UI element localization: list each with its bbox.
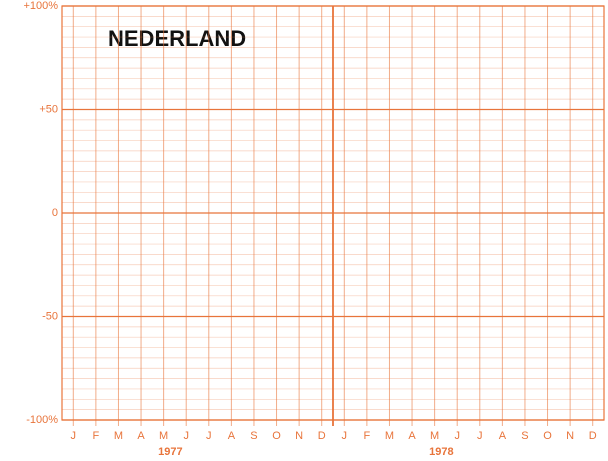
y-tick-label: -50	[42, 310, 58, 322]
x-tick-label: O	[272, 430, 281, 442]
x-tick-label: N	[295, 430, 303, 442]
x-tick-label: A	[228, 430, 236, 442]
x-tick-label: D	[589, 430, 597, 442]
x-tick-label: A	[408, 430, 416, 442]
year-label: 1977	[158, 446, 182, 458]
x-tick-label: M	[159, 430, 168, 442]
x-tick-label: J	[454, 430, 460, 442]
y-tick-label: -100%	[26, 414, 58, 426]
x-tick-label: J	[477, 430, 483, 442]
y-tick-label: 0	[52, 207, 58, 219]
x-tick-label: M	[385, 430, 394, 442]
x-tick-label: M	[114, 430, 123, 442]
x-tick-label: O	[543, 430, 552, 442]
x-tick-label: M	[430, 430, 439, 442]
year-label: 1978	[429, 446, 453, 458]
chart-title: NEDERLAND	[108, 26, 246, 51]
x-tick-label: F	[364, 430, 371, 442]
x-tick-label: S	[521, 430, 528, 442]
x-tick-label: F	[93, 430, 100, 442]
x-tick-label: D	[318, 430, 326, 442]
x-tick-label: S	[250, 430, 257, 442]
x-tick-label: J	[342, 430, 348, 442]
x-tick-label: J	[206, 430, 212, 442]
x-tick-label: J	[183, 430, 189, 442]
x-tick-label: J	[71, 430, 77, 442]
y-tick-label: +50	[39, 103, 58, 115]
y-tick-label: +100%	[23, 0, 58, 12]
x-tick-label: A	[137, 430, 145, 442]
x-tick-label: A	[499, 430, 507, 442]
x-tick-label: N	[566, 430, 574, 442]
